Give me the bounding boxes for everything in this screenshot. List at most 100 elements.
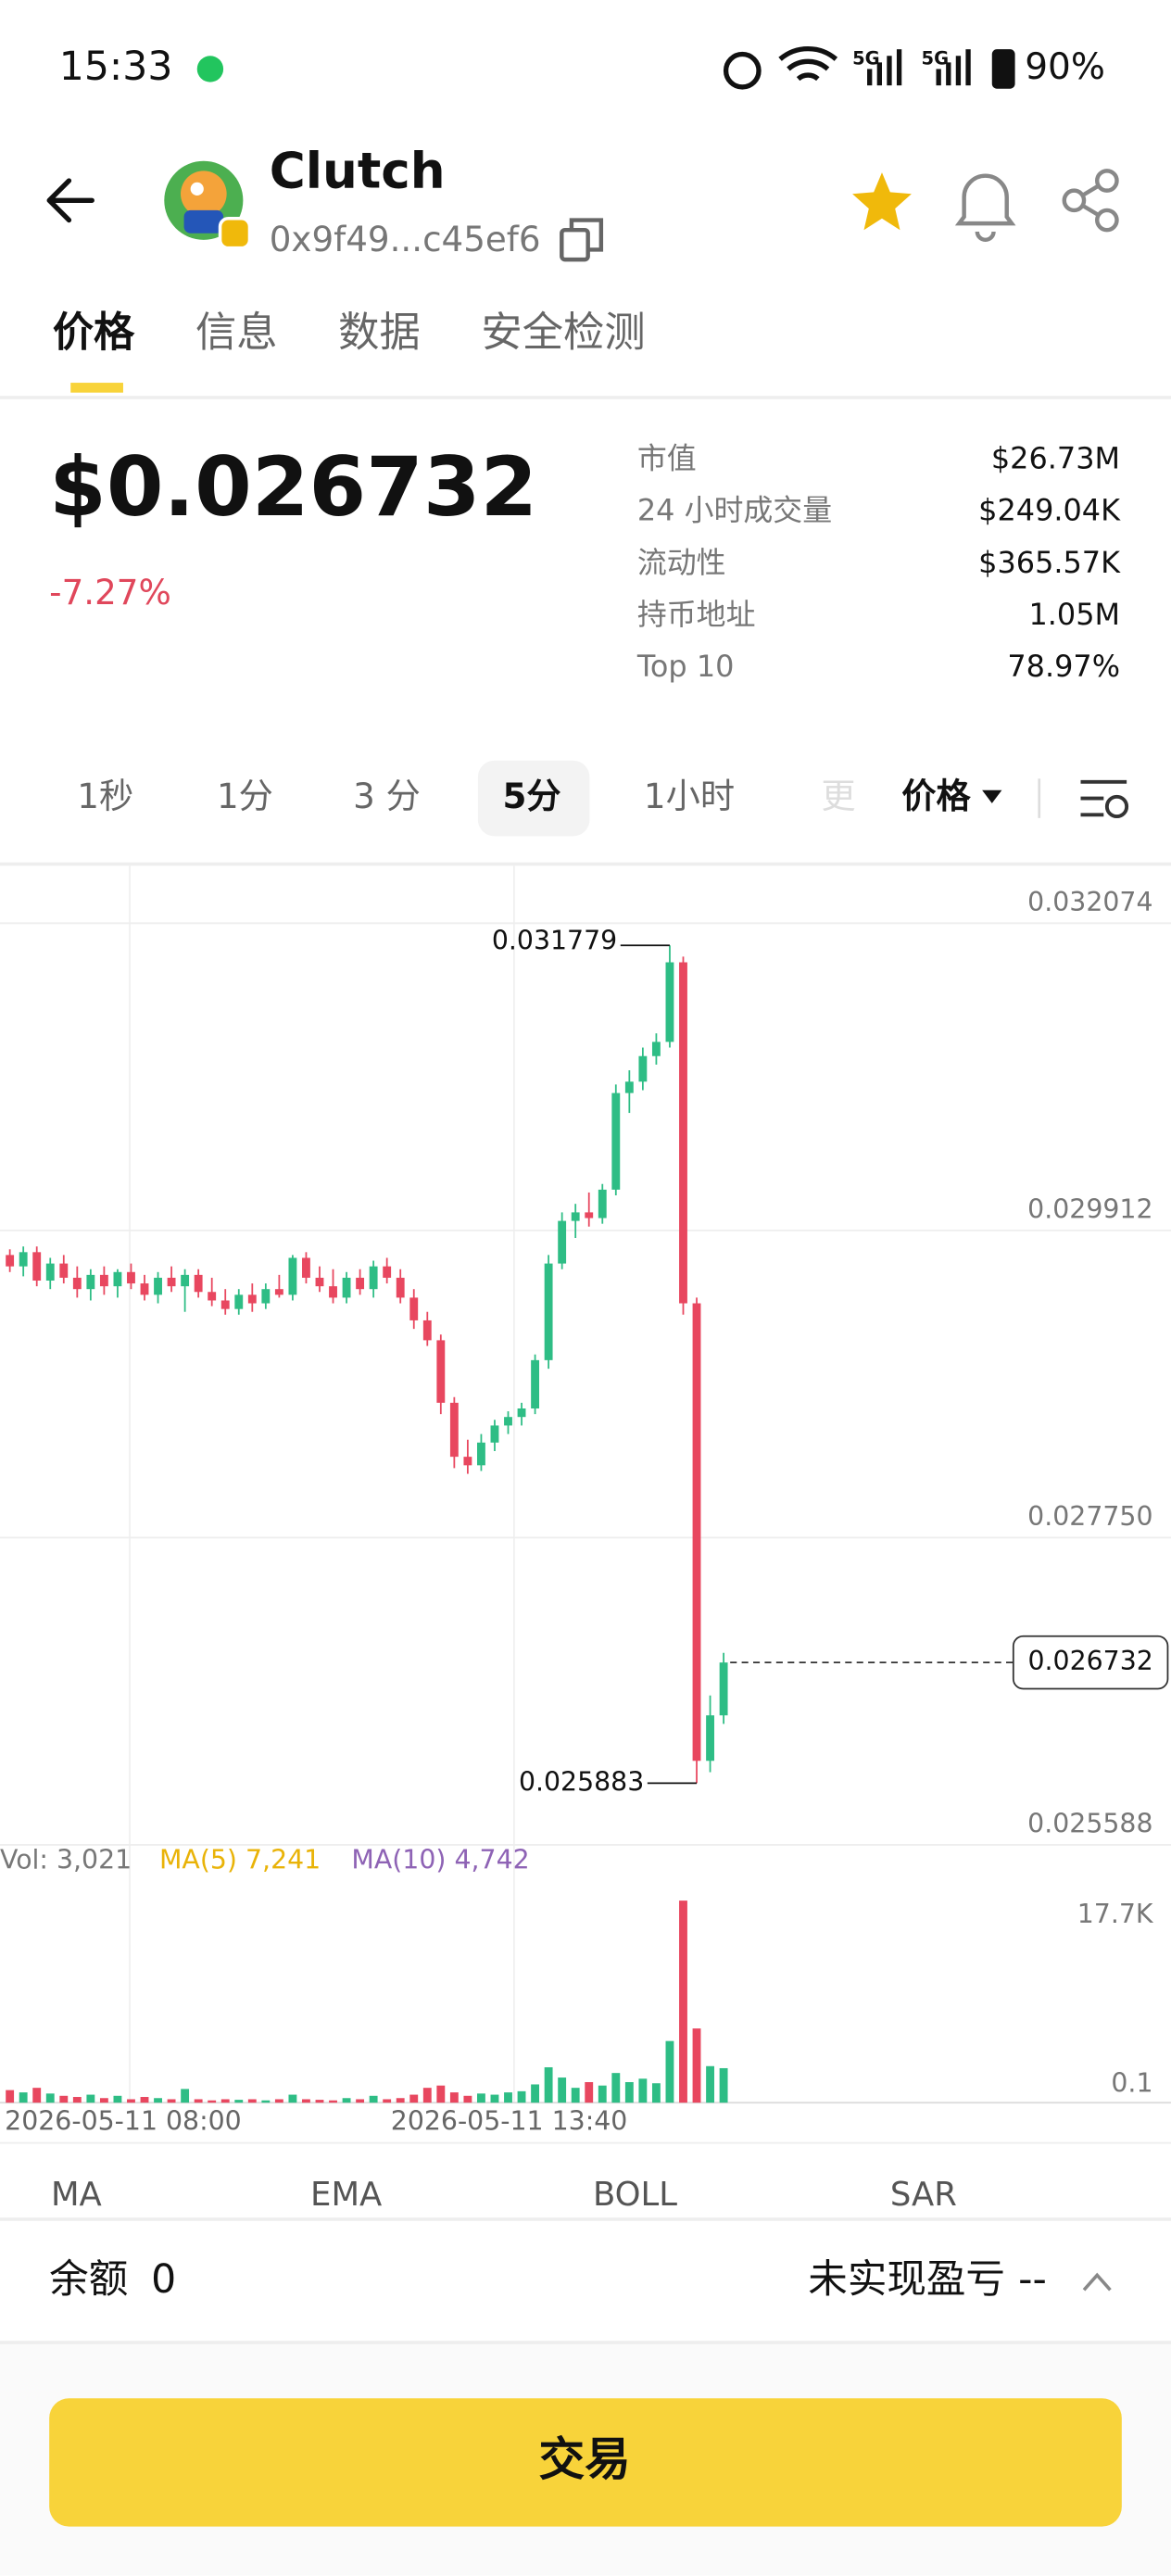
volume-bar xyxy=(288,2094,297,2103)
volume-bar xyxy=(19,2092,28,2103)
y-tick-label: 0.029912 xyxy=(1027,1194,1152,1225)
volume-bar xyxy=(490,2094,499,2103)
candle-body xyxy=(140,1283,149,1295)
price-change: -7.27% xyxy=(49,572,171,612)
stat-label: 24 小时成交量 xyxy=(637,493,832,528)
price-mode[interactable]: 价格 xyxy=(901,776,971,816)
interval-tab[interactable]: 1小时 xyxy=(644,776,735,816)
candle-body xyxy=(571,1212,580,1221)
volume-bar xyxy=(45,2093,55,2103)
candle-body xyxy=(638,1055,648,1082)
candle-body xyxy=(544,1263,553,1360)
volume-bar xyxy=(154,2098,162,2103)
volume-bar xyxy=(558,2077,567,2103)
expand-button[interactable] xyxy=(1082,2272,1112,2292)
volume-bar xyxy=(247,2099,257,2103)
current-price: $0.026732 xyxy=(49,439,537,535)
last-price-box xyxy=(1012,1635,1169,1690)
candle-body xyxy=(651,1042,661,1056)
tab-indicator xyxy=(70,383,123,393)
candle-body xyxy=(517,1408,526,1418)
candle-body xyxy=(422,1320,432,1341)
volume-bar xyxy=(315,2100,324,2103)
candle-body xyxy=(329,1286,337,1298)
candle-body xyxy=(86,1274,95,1290)
x-tick-label: 2026-05-11 08:00 xyxy=(5,2105,242,2136)
volume-bar xyxy=(220,2099,230,2103)
interval-tab[interactable]: 1分 xyxy=(217,776,273,816)
tab[interactable]: 数据 xyxy=(338,309,421,357)
candle-body xyxy=(624,1081,634,1093)
volume-bar xyxy=(449,2092,459,2103)
volume-bar xyxy=(665,2040,674,2103)
indicator-tab[interactable]: BOLL xyxy=(593,2176,677,2214)
candle-body xyxy=(585,1212,594,1219)
volume-bar xyxy=(86,2094,95,2103)
volume-bar xyxy=(113,2095,122,2103)
network-label: 5G xyxy=(922,47,950,69)
candle-body xyxy=(409,1297,419,1320)
interval-tab[interactable]: 3 分 xyxy=(353,776,421,816)
volume-bar xyxy=(356,2099,365,2103)
volume-bar xyxy=(719,2067,728,2103)
high-label: 0.031779 xyxy=(492,926,617,956)
status-icons xyxy=(723,45,1015,90)
volume-bar xyxy=(261,2100,271,2103)
price-chart: 0.032074 0.029912 0.027750 0.025588 0.031779… xyxy=(0,865,1171,2136)
volume-tick-label: 17.7K xyxy=(1077,1899,1154,1929)
indicator-tab[interactable]: EMA xyxy=(310,2176,382,2214)
interval-tab[interactable]: 1秒 xyxy=(77,776,133,816)
stats-list: 市值 $26.73M 24 小时成交量 $249.04K 流动性 $365.57K 持币地址… xyxy=(636,440,1121,684)
token-name: Clutch xyxy=(270,143,446,200)
volume-bar xyxy=(181,2089,190,2103)
candle-body xyxy=(181,1274,190,1287)
volume-bar xyxy=(531,2084,540,2103)
candle-body xyxy=(383,1266,392,1278)
volume-bar xyxy=(624,2082,634,2103)
volume-bar xyxy=(167,2099,176,2103)
divider xyxy=(0,396,1171,399)
favorite-button[interactable] xyxy=(852,172,912,231)
tab[interactable]: 安全检测 xyxy=(481,309,645,357)
token-avatar xyxy=(164,160,252,250)
interval-selected-bg xyxy=(477,760,590,837)
volume-bar xyxy=(369,2095,378,2103)
candle-body xyxy=(247,1294,257,1304)
indicator-tab[interactable]: MA xyxy=(51,2176,102,2214)
stat-value: $249.04K xyxy=(978,493,1121,528)
candle-body xyxy=(6,1255,15,1267)
trade-button[interactable] xyxy=(49,2398,1122,2527)
trade-button-label: 交易 xyxy=(538,2432,630,2486)
stat-label: Top 10 xyxy=(636,649,735,684)
volume-bar xyxy=(544,2066,553,2103)
share-button[interactable] xyxy=(1062,169,1119,233)
divider xyxy=(0,862,1171,866)
candle-body xyxy=(706,1715,714,1762)
candle-body xyxy=(369,1266,378,1290)
balance-label: 余额 xyxy=(49,2257,128,2303)
back-button[interactable] xyxy=(46,178,94,223)
volume-bar xyxy=(571,2088,580,2103)
volume-bar xyxy=(274,2099,283,2103)
volume-bar xyxy=(651,2083,661,2103)
tab[interactable]: 价格 xyxy=(53,309,135,357)
volume-bar xyxy=(692,2028,701,2103)
tab[interactable]: 信息 xyxy=(195,309,278,357)
candle-body xyxy=(194,1274,203,1293)
candle-body xyxy=(490,1425,499,1443)
volume-bar xyxy=(409,2094,419,2103)
alert-button[interactable] xyxy=(954,173,1016,243)
volume-bar xyxy=(504,2092,512,2103)
volume-bar xyxy=(72,2097,82,2103)
chart-settings-button[interactable] xyxy=(1080,779,1129,819)
stat-value: 78.97% xyxy=(1007,649,1120,684)
stat-value: $26.73M xyxy=(991,440,1120,475)
interval-tab[interactable]: 5分 xyxy=(502,776,560,816)
status-time: 15:33 xyxy=(59,44,173,90)
volume-bar xyxy=(598,2085,607,2103)
indicator-tab[interactable]: SAR xyxy=(890,2176,957,2214)
copy-button[interactable] xyxy=(560,218,604,262)
y-tick-label: 0.025588 xyxy=(1027,1809,1152,1839)
stat-value: 1.05M xyxy=(1028,597,1120,632)
